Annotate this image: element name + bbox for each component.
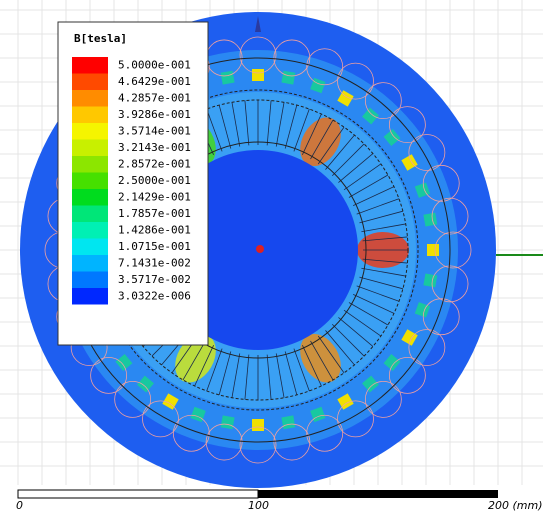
legend-label: 1.7857e-001 — [118, 207, 191, 220]
legend-swatch — [72, 255, 108, 272]
legend-swatch — [72, 173, 108, 190]
legend-swatch — [72, 90, 108, 107]
magnet — [423, 213, 437, 227]
legend-swatch — [72, 156, 108, 173]
legend-swatch — [72, 123, 108, 140]
legend-title: B[tesla] — [74, 32, 127, 45]
legend-label: 3.0322e-006 — [118, 290, 191, 303]
scale-segment — [258, 490, 498, 498]
legend-label: 3.9286e-001 — [118, 108, 191, 121]
magnet — [252, 419, 264, 431]
legend-swatch — [72, 107, 108, 124]
legend-label: 1.0715e-001 — [118, 240, 191, 253]
magnet — [281, 71, 295, 85]
legend-label: 3.5714e-001 — [118, 125, 191, 138]
magnet — [252, 69, 264, 81]
legend-label: 1.4286e-001 — [118, 224, 191, 237]
scale-segment — [18, 490, 258, 498]
origin-marker — [256, 245, 264, 253]
field-plot-view: B[tesla] 5.0000e-001 4.6429e-001 4.2857e-0… — [0, 0, 543, 513]
magnet — [221, 415, 235, 429]
legend-swatch — [72, 74, 108, 91]
magnet — [427, 244, 439, 256]
legend-swatch — [72, 288, 108, 305]
legend: B[tesla] 5.0000e-001 4.6429e-001 4.2857e-0… — [58, 22, 208, 345]
scale-bar: 0 100 200 (mm) — [16, 490, 543, 512]
magnet — [423, 273, 437, 287]
legend-label: 7.1431e-002 — [118, 257, 191, 270]
legend-swatch — [72, 57, 108, 74]
legend-label: 5.0000e-001 — [118, 59, 191, 72]
legend-swatch — [72, 222, 108, 239]
legend-label: 2.8572e-001 — [118, 158, 191, 171]
legend-label: 4.2857e-001 — [118, 92, 191, 105]
scale-label: 200 (mm) — [488, 499, 543, 512]
scale-label: 100 — [248, 499, 269, 512]
legend-label: 2.1429e-001 — [118, 191, 191, 204]
legend-swatch — [72, 206, 108, 223]
legend-swatch — [72, 189, 108, 206]
magnet — [221, 71, 235, 85]
legend-swatch — [72, 239, 108, 256]
scale-label: 0 — [16, 499, 23, 512]
legend-label: 3.2143e-001 — [118, 141, 191, 154]
legend-swatch — [72, 272, 108, 289]
legend-label: 3.5717e-002 — [118, 273, 191, 286]
legend-entries: 5.0000e-001 4.6429e-001 4.2857e-001 3.9286e… — [72, 57, 191, 305]
magnet — [281, 415, 295, 429]
legend-label: 4.6429e-001 — [118, 75, 191, 88]
legend-label: 2.5000e-001 — [118, 174, 191, 187]
legend-swatch — [72, 140, 108, 157]
